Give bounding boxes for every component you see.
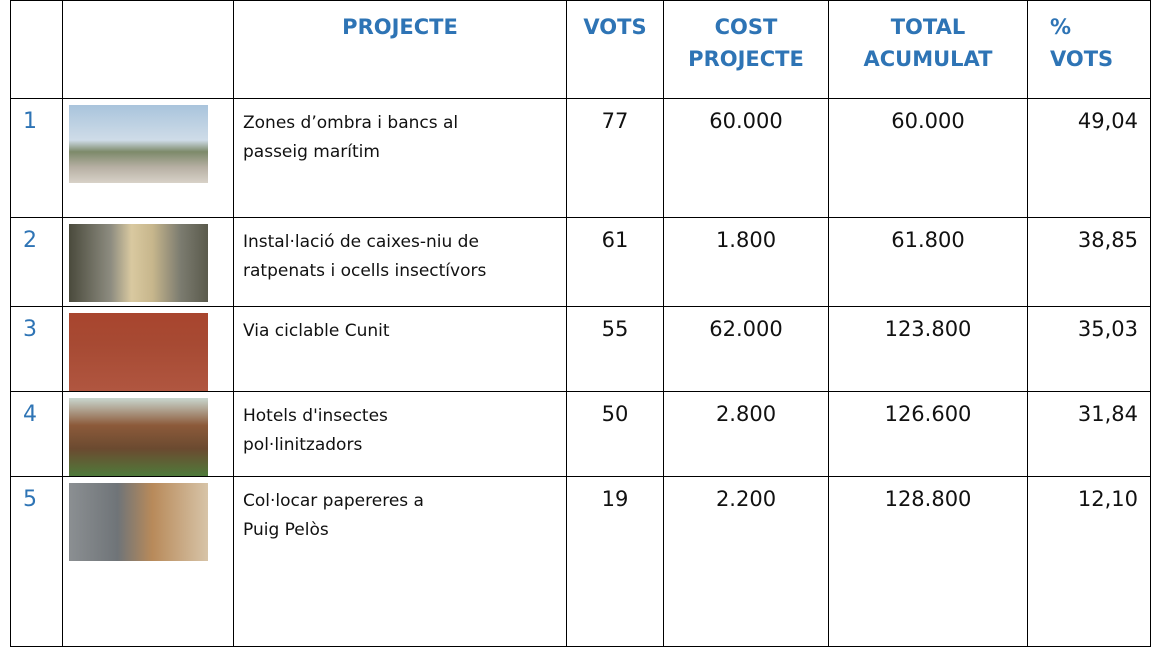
total-cell: 123.800 [828,306,1028,392]
text-line: TOTAL [890,15,966,39]
image-cell [62,306,234,392]
cost-cell: 62.000 [663,306,829,392]
text-line: Puig Pelòs [243,520,329,540]
header-cell [62,0,234,99]
cost-cell: 2.800 [663,391,829,477]
table-row: 1 Zones d’ombra i bancs al passeig marítim… [10,98,1151,218]
number-cell: 1 [10,98,63,218]
cost-cell: 1.800 [663,217,829,307]
text-line: PROJECTE [342,15,458,39]
number-cell: 5 [10,476,63,647]
text-line: COST [714,15,778,39]
votes-cell: 77 [566,98,664,218]
image-cell [62,98,234,218]
percent-cell: 31,84 [1027,391,1151,477]
results-table: PROJECTE VOTS COST PROJECTE TOTAL ACUMULAT% VO… [10,0,1151,647]
image-cell [62,217,234,307]
number-cell: 2 [10,217,63,307]
text-line: ACUMULAT [863,47,993,71]
text-line: passeig marítim [243,142,380,162]
percent-cell: 49,04 [1027,98,1151,218]
text-line: Hotels d'insectes [243,406,388,426]
table-row: 3 Via ciclable Cunit 55 62.000 123.800 35,03 [10,306,1151,392]
header-cell: TOTAL ACUMULAT [828,0,1028,99]
project-cell: Col·locar papereres a Puig Pelòs [233,476,567,647]
photo [69,224,208,302]
header-cell: VOTS [566,0,664,99]
table-row: 2 Instal·lació de caixes-niu de ratpenats … [10,217,1151,307]
text-line: VOTS [1050,47,1114,71]
total-cell: 128.800 [828,476,1028,647]
project-cell: Via ciclable Cunit [233,306,567,392]
header-cell [10,0,63,99]
image-cell [62,476,234,647]
photo [69,483,208,561]
text-line: ratpenats i ocells insectívors [243,261,487,281]
votes-cell: 55 [566,306,664,392]
text-line: % [1050,15,1072,39]
photo [69,313,208,391]
header-row: PROJECTE VOTS COST PROJECTE TOTAL ACUMULAT% VO… [10,0,1151,99]
text-line: Col·locar papereres a [243,491,424,511]
photo [69,105,208,183]
text-line: Via ciclable Cunit [243,321,390,341]
total-cell: 60.000 [828,98,1028,218]
text-line: VOTS [583,15,647,39]
table-row: 5 Col·locar papereres a Puig Pelòs 19 2.200 1… [10,476,1151,647]
votes-cell: 61 [566,217,664,307]
number-cell: 4 [10,391,63,477]
header-cell: % VOTS [1027,0,1151,99]
header-cell: PROJECTE [233,0,567,99]
project-cell: Zones d’ombra i bancs al passeig marítim [233,98,567,218]
percent-cell: 38,85 [1027,217,1151,307]
total-cell: 126.600 [828,391,1028,477]
header-cell: COST PROJECTE [663,0,829,99]
percent-cell: 35,03 [1027,306,1151,392]
photo [69,398,208,476]
cost-cell: 60.000 [663,98,829,218]
cost-cell: 2.200 [663,476,829,647]
number-cell: 3 [10,306,63,392]
text-line: PROJECTE [688,47,804,71]
votes-cell: 50 [566,391,664,477]
total-cell: 61.800 [828,217,1028,307]
percent-cell: 12,10 [1027,476,1151,647]
project-cell: Hotels d'insectes pol·linitzadors [233,391,567,477]
votes-cell: 19 [566,476,664,647]
text-line: pol·linitzadors [243,435,363,455]
project-cell: Instal·lació de caixes-niu de ratpenats i… [233,217,567,307]
text-line: Zones d’ombra i bancs al [243,113,459,133]
image-cell [62,391,234,477]
table-row: 4 Hotels d'insectes pol·linitzadors 50 2.800… [10,391,1151,477]
text-line: Instal·lació de caixes-niu de [243,232,479,252]
